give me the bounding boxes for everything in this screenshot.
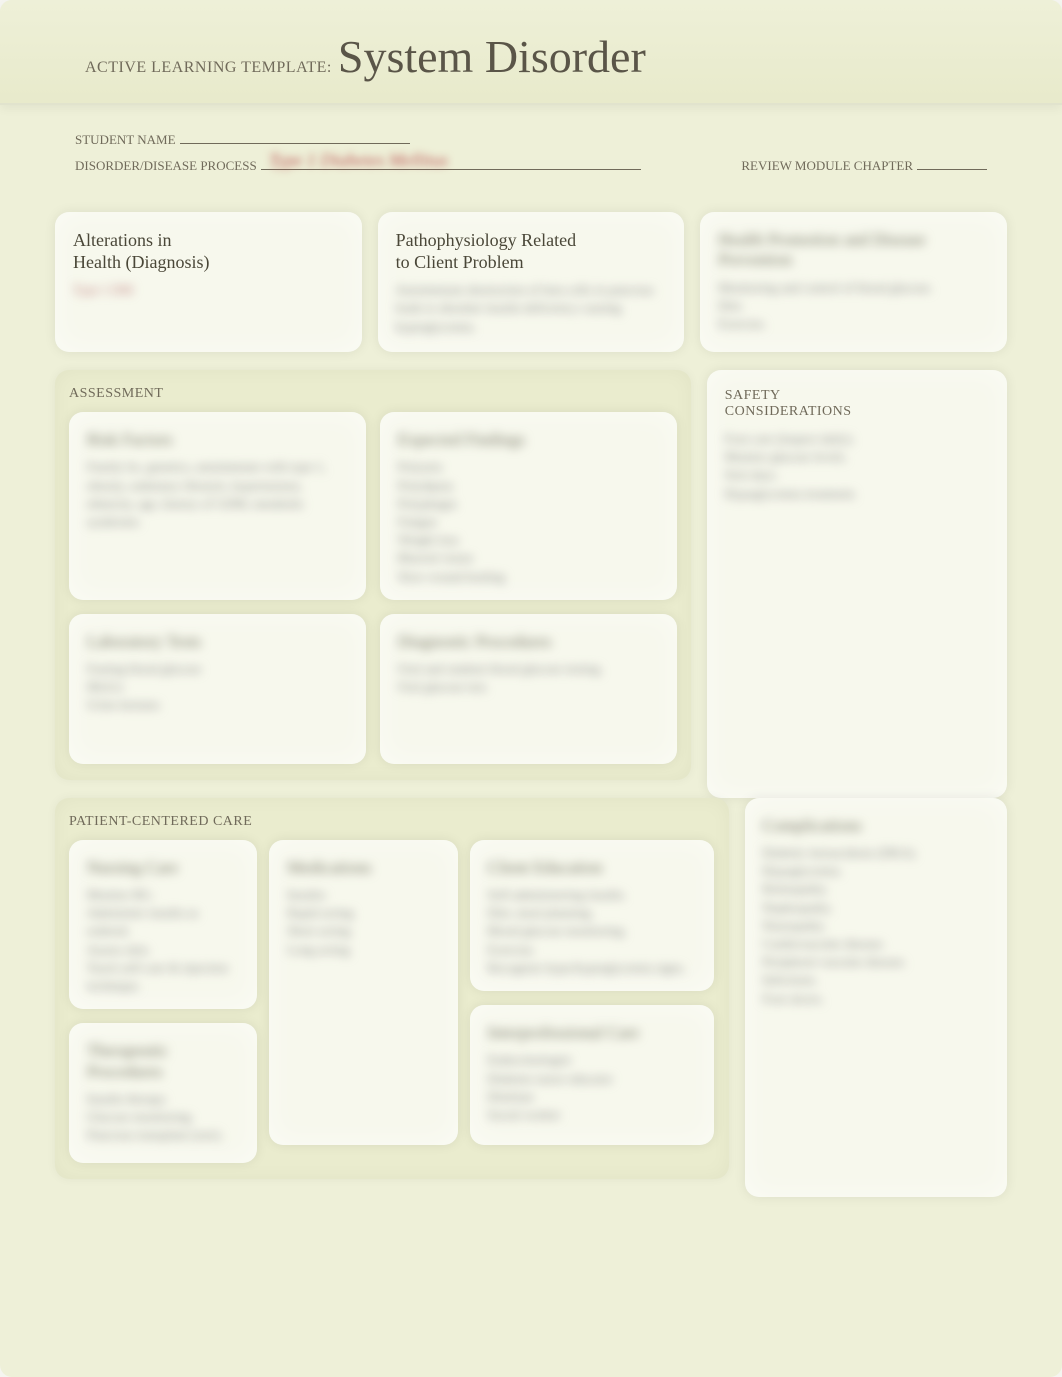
- alterations-body: Type 1 DM: [73, 281, 344, 299]
- alterations-card: Alterations in Health (Diagnosis) Type 1…: [55, 212, 362, 352]
- complications-body: Diabetic ketoacidosis (DKA). Hypoglycemi…: [763, 844, 990, 1008]
- client-education-card: Client Education Self-administering insu…: [470, 840, 715, 991]
- expected-findings-body: Polyuria Polydipsia Polyphagia Fatigue W…: [398, 458, 659, 585]
- complications-card: Complications Diabetic ketoacidosis (DKA…: [745, 798, 1008, 1198]
- health-promotion-body: Monitoring and control of blood glucose.…: [718, 279, 989, 334]
- disorder-field: DISORDER/DISEASE PROCESS Type 1 Diabetes…: [75, 156, 641, 174]
- therapeutic-procedures-body: Insulin therapy. Glucose monitoring. Pan…: [87, 1090, 239, 1145]
- student-name-value[interactable]: [180, 130, 410, 144]
- medications-body: Insulin: Rapid acting Short acting Long …: [287, 886, 439, 959]
- interprofessional-care-body: Endocrinologist Diabetes nurse educator …: [488, 1051, 697, 1124]
- top-row: Alterations in Health (Diagnosis) Type 1…: [55, 212, 1007, 352]
- risk-factors-title: Risk Factors: [87, 430, 348, 450]
- therapeutic-procedures-title: Therapeutic Procedures: [87, 1041, 239, 1082]
- medications-title: Medications: [287, 858, 439, 878]
- risk-factors-body: Family hx, genetics, autoimmune with typ…: [87, 458, 348, 531]
- expected-findings-title: Expected Findings: [398, 430, 659, 450]
- review-chapter-field: REVIEW MODULE CHAPTER: [741, 156, 987, 174]
- student-name-field: STUDENT NAME: [75, 130, 410, 148]
- diagnostic-procedures-body: Oral and random blood glucose testing. O…: [398, 660, 659, 696]
- diagnostic-procedures-title: Diagnostic Procedures: [398, 632, 659, 652]
- review-chapter-label: REVIEW MODULE CHAPTER: [741, 158, 913, 174]
- diagnostic-procedures-card: Diagnostic Procedures Oral and random bl…: [380, 614, 677, 764]
- assessment-label: ASSESSMENT: [69, 386, 677, 402]
- complications-title: Complications: [763, 816, 990, 836]
- template-label: ACTIVE LEARNING TEMPLATE:: [85, 59, 332, 77]
- client-education-body: Self-administering insulin. Diet, meal p…: [488, 886, 697, 977]
- assessment-row: ASSESSMENT Risk Factors Family hx, genet…: [55, 370, 1007, 798]
- nursing-care-title: Nursing Care: [87, 858, 239, 878]
- laboratory-tests-body: Fasting blood glucose HbA1c Urine ketone…: [87, 660, 348, 715]
- laboratory-tests-card: Laboratory Tests Fasting blood glucose H…: [69, 614, 366, 764]
- header: ACTIVE LEARNING TEMPLATE: System Disorde…: [0, 0, 1062, 105]
- meta-section: STUDENT NAME DISORDER/DISEASE PROCESS Ty…: [0, 105, 1062, 192]
- nursing-care-card: Nursing Care Monitor BG. Administer insu…: [69, 840, 257, 1010]
- alterations-title: Alterations in Health (Diagnosis): [73, 230, 344, 273]
- disorder-value-text: Type 1 Diabetes Mellitus: [269, 150, 448, 171]
- client-education-title: Client Education: [488, 858, 697, 878]
- pcc-row: PATIENT-CENTERED CARE Nursing Care Monit…: [55, 798, 1007, 1198]
- pcc-label: PATIENT-CENTERED CARE: [69, 814, 715, 830]
- assessment-section: ASSESSMENT Risk Factors Family hx, genet…: [55, 370, 691, 780]
- safety-label: SAFETY CONSIDERATIONS: [725, 388, 989, 420]
- page-container: ACTIVE LEARNING TEMPLATE: System Disorde…: [0, 0, 1062, 1377]
- disorder-value[interactable]: Type 1 Diabetes Mellitus: [261, 156, 641, 170]
- risk-factors-card: Risk Factors Family hx, genetics, autoim…: [69, 412, 366, 600]
- template-title: System Disorder: [338, 30, 646, 83]
- health-promotion-title: Health Promotion and Disease Prevention: [718, 230, 989, 271]
- pathophysiology-card: Pathophysiology Related to Client Proble…: [378, 212, 685, 352]
- health-promotion-card: Health Promotion and Disease Prevention …: [700, 212, 1007, 352]
- review-chapter-value[interactable]: [917, 156, 987, 170]
- pathophysiology-body: Autoimmune destruction of beta cells in …: [396, 281, 667, 336]
- student-name-label: STUDENT NAME: [75, 132, 176, 148]
- safety-body: Foot care (inspect daily). Monitor gluco…: [725, 430, 989, 503]
- medications-card: Medications Insulin: Rapid acting Short …: [269, 840, 457, 1145]
- disorder-label: DISORDER/DISEASE PROCESS: [75, 158, 257, 174]
- pcc-section: PATIENT-CENTERED CARE Nursing Care Monit…: [55, 798, 729, 1180]
- laboratory-tests-title: Laboratory Tests: [87, 632, 348, 652]
- pathophysiology-title: Pathophysiology Related to Client Proble…: [396, 230, 667, 273]
- interprofessional-care-card: Interprofessional Care Endocrinologist D…: [470, 1005, 715, 1145]
- content-area: Alterations in Health (Diagnosis) Type 1…: [0, 192, 1062, 1237]
- safety-card: SAFETY CONSIDERATIONS Foot care (inspect…: [707, 370, 1007, 798]
- expected-findings-card: Expected Findings Polyuria Polydipsia Po…: [380, 412, 677, 600]
- nursing-care-body: Monitor BG. Administer insulin as ordere…: [87, 886, 239, 995]
- therapeutic-procedures-card: Therapeutic Procedures Insulin therapy. …: [69, 1023, 257, 1163]
- interprofessional-care-title: Interprofessional Care: [488, 1023, 697, 1043]
